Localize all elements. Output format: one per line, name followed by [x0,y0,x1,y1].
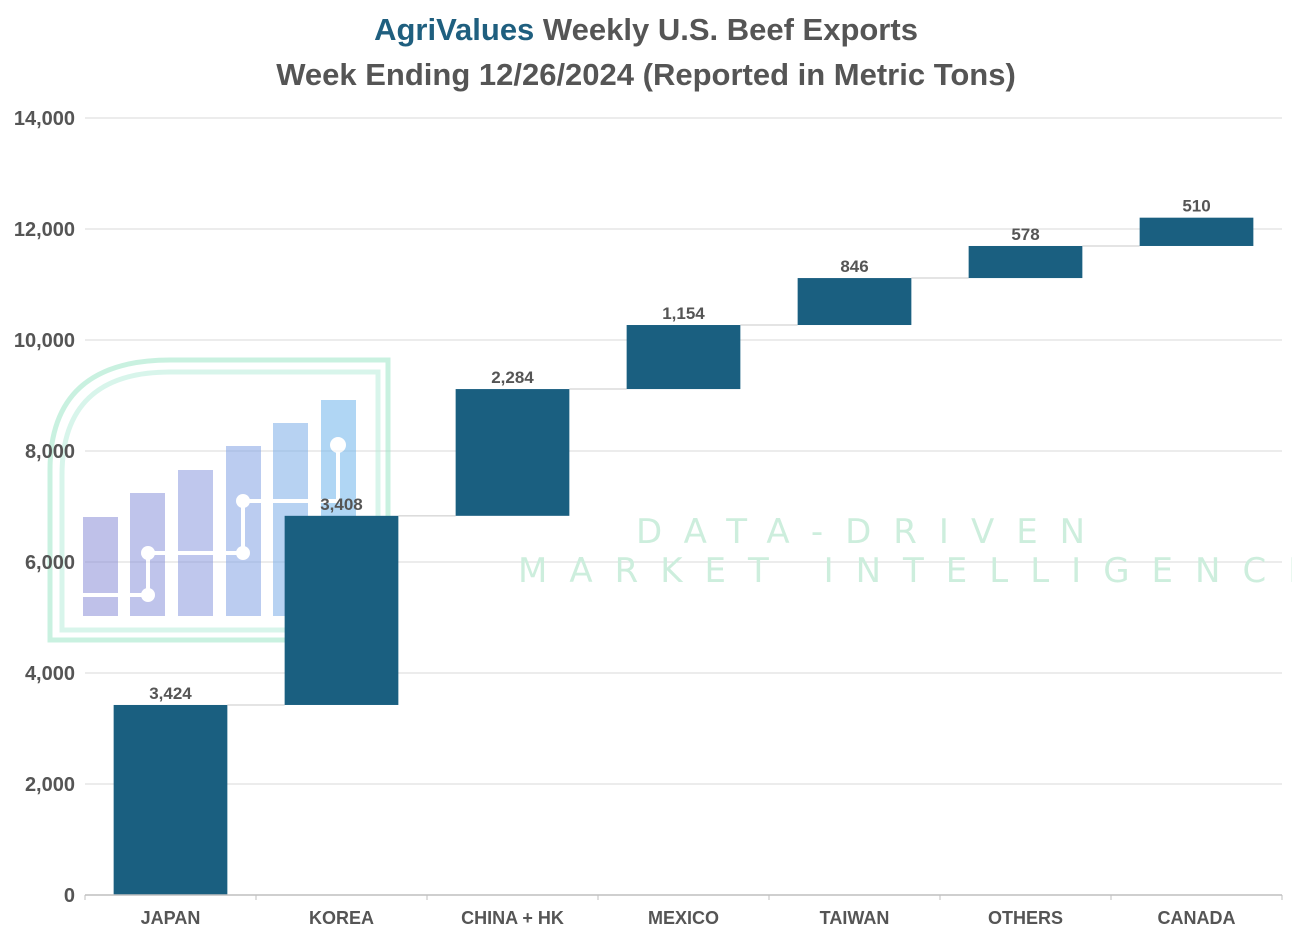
x-tick-label: KOREA [309,908,374,928]
data-label: 846 [840,257,868,276]
y-tick-label: 14,000 [14,108,75,130]
gridlines [85,117,1282,785]
bar [113,704,228,895]
y-tick-label: 8,000 [25,441,75,463]
watermark-logo [47,357,391,643]
x-tick-label: CANADA [1158,908,1236,928]
bar [626,325,741,390]
x-tick-label: CHINA + HK [461,908,564,928]
data-label: 578 [1011,225,1039,244]
bar [455,389,570,516]
y-tick-label: 2,000 [25,774,75,796]
axes: 0 2,000 4,000 6,000 8,000 10,000 12,000 14,000 J… [14,108,1283,928]
y-tick-label: 6,000 [25,552,75,574]
data-label: 510 [1182,197,1210,216]
y-tick-label: 10,000 [14,330,75,352]
chart-title-line-2: Week Ending 12/26/2024 (Reported in Metr… [276,57,1016,92]
title-text: Weekly U.S. Beef Exports [534,12,918,47]
bars: 3,424 3,408 2,284 1,154 846 578 510 [113,197,1254,895]
data-label: 2,284 [491,368,534,387]
y-tick-label: 0 [64,885,75,907]
bar [284,515,399,705]
x-tick-label: OTHERS [988,908,1063,928]
title-brand: AgriValues [374,12,535,47]
x-tick-label: MEXICO [648,908,719,928]
bar [1139,217,1254,246]
chart-title-line-1: AgriValues Weekly U.S. Beef Exports [0,12,1292,48]
data-label: 3,424 [149,684,192,703]
bar [797,278,912,326]
data-label: 1,154 [662,304,705,323]
watermark-line-1: DATA-DRIVEN [636,512,1108,552]
x-tick-label: JAPAN [141,908,201,928]
bar [968,245,1083,279]
x-tick-label: TAIWAN [820,908,890,928]
data-label: 3,408 [320,495,363,514]
watermark-line-2: MARKET INTELLIGENCE [518,551,1292,591]
y-tick-label: 4,000 [25,663,75,685]
y-tick-label: 12,000 [14,219,75,241]
